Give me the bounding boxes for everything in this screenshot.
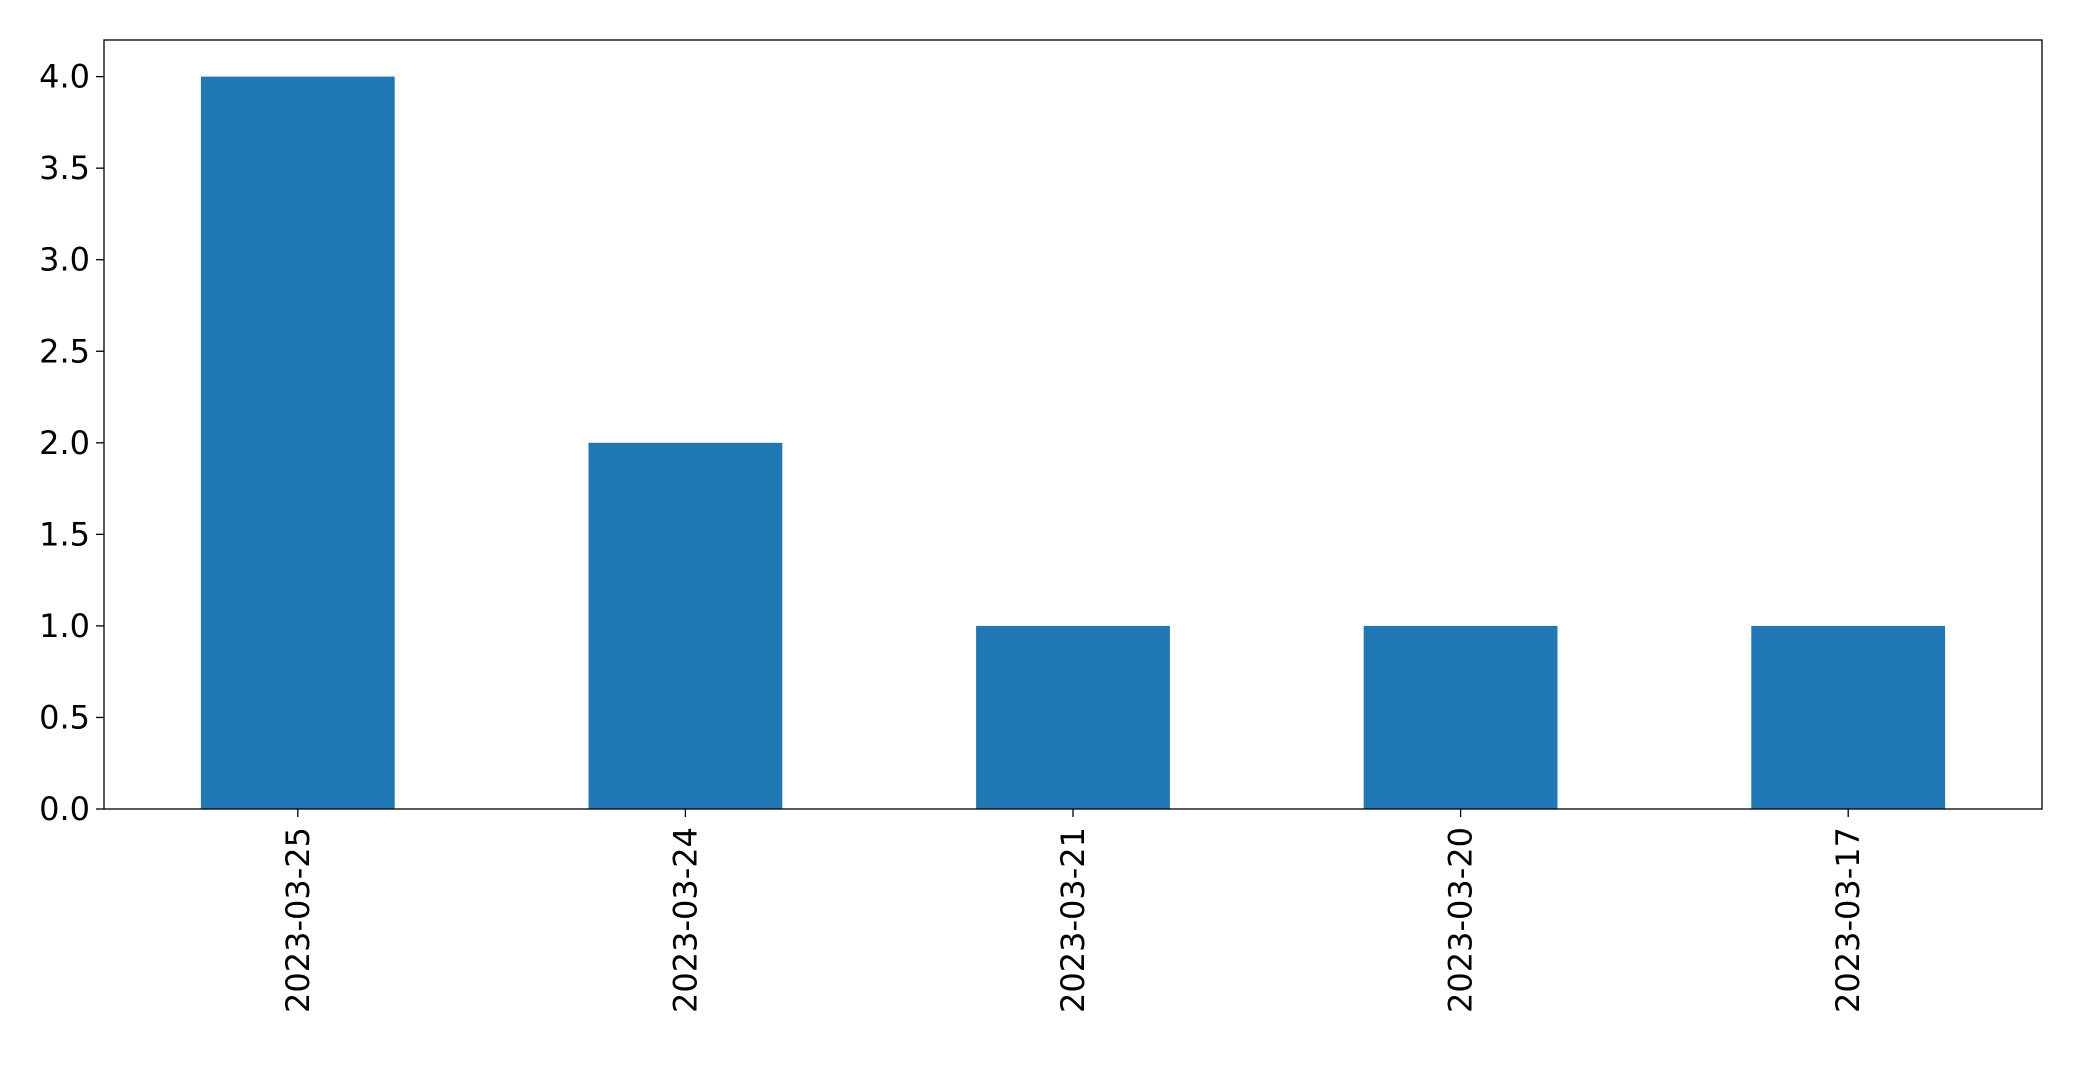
y-tick-label: 1.0 <box>39 607 90 645</box>
y-tick-label: 2.0 <box>39 424 90 462</box>
bar <box>976 625 1170 809</box>
y-tick-label: 3.0 <box>39 241 90 279</box>
y-tick-label: 3.5 <box>39 149 90 187</box>
bar <box>1363 625 1558 809</box>
y-tick-label: 4.0 <box>39 58 90 96</box>
y-tick-label: 0.0 <box>39 790 90 828</box>
plot-frame <box>103 39 2043 810</box>
x-tick-label: 2023-03-20 <box>1442 827 1480 1013</box>
bar <box>200 76 395 810</box>
x-tick-label: 2023-03-17 <box>1829 827 1867 1013</box>
y-tick-label: 0.5 <box>39 698 90 736</box>
x-tick-label: 2023-03-24 <box>666 827 704 1013</box>
x-tick-label: 2023-03-25 <box>279 827 317 1013</box>
y-tick-label: 1.5 <box>39 515 90 553</box>
bar <box>588 442 783 809</box>
bar <box>1751 625 1946 809</box>
y-tick-label: 2.5 <box>39 332 90 370</box>
x-tick-label: 2023-03-21 <box>1054 827 1092 1013</box>
